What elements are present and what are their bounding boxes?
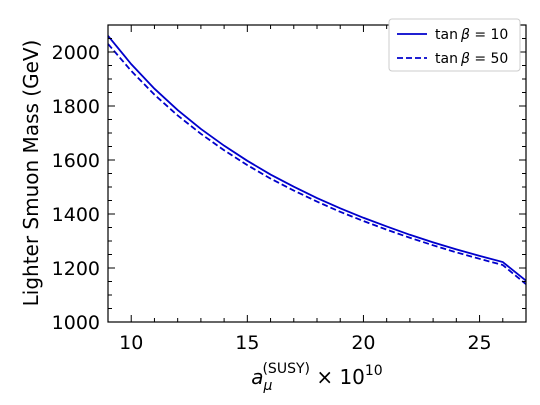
y-axis-label: Lighter Smuon Mass (GeV) bbox=[19, 40, 43, 307]
x-tick-label: 25 bbox=[467, 332, 491, 354]
legend-label-tan-beta-10: tan β = 10 bbox=[435, 27, 508, 43]
series-line-1 bbox=[107, 43, 527, 285]
y-tick-label: 1400 bbox=[52, 204, 100, 226]
x-tick-label: 20 bbox=[351, 332, 375, 354]
y-tick-label: 1600 bbox=[52, 150, 100, 172]
legend-label-tan-beta-50: tan β = 50 bbox=[435, 51, 508, 67]
series-line-0 bbox=[107, 35, 527, 282]
ticks-layer: 10 15 20 25 1000 1200 1400 1600 1800 2000 bbox=[52, 24, 527, 354]
y-tick-label: 1800 bbox=[52, 96, 100, 118]
y-tick-label: 2000 bbox=[52, 42, 100, 64]
x-tick-label: 15 bbox=[235, 332, 259, 354]
x-axis-label: aμ(SUSY) × 1010 bbox=[251, 361, 382, 394]
series-layer bbox=[107, 35, 527, 285]
legend: tan β = 10 tan β = 50 bbox=[388, 18, 521, 72]
y-tick-label: 1000 bbox=[52, 312, 100, 334]
x-tick-label: 10 bbox=[119, 332, 143, 354]
legend-box bbox=[388, 18, 521, 72]
y-tick-label: 1200 bbox=[52, 258, 100, 280]
